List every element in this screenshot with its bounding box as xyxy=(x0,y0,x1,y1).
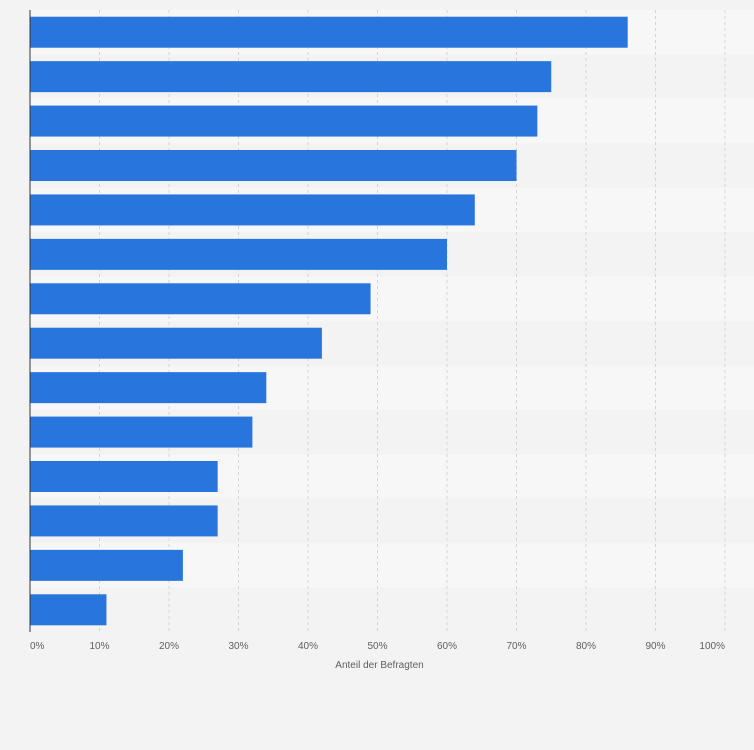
x-tick-label: 90% xyxy=(645,641,665,652)
x-tick-label: 60% xyxy=(437,641,457,652)
bar[interactable] xyxy=(30,416,253,448)
row-bands xyxy=(30,10,754,632)
x-tick-label: 10% xyxy=(89,641,109,652)
bars xyxy=(30,16,628,626)
bar[interactable] xyxy=(30,549,183,581)
x-tick-label: 40% xyxy=(298,641,318,652)
x-axis-title: Anteil der Befragten xyxy=(335,660,423,671)
bar[interactable] xyxy=(30,283,371,315)
x-tick-label: 0% xyxy=(30,641,45,652)
bar[interactable] xyxy=(30,594,107,626)
bar[interactable] xyxy=(30,461,218,492)
x-tick-label: 80% xyxy=(576,641,596,652)
bar[interactable] xyxy=(30,16,628,48)
bar[interactable] xyxy=(30,505,218,537)
x-tick-label: 30% xyxy=(228,641,248,652)
x-tick-label: 70% xyxy=(506,641,526,652)
bar[interactable] xyxy=(30,327,322,359)
bar[interactable] xyxy=(30,105,538,137)
x-tick-label: 20% xyxy=(159,641,179,652)
bar[interactable] xyxy=(30,194,475,226)
x-tick-labels: 0% 10% 20% 30% 40% 50% 60% 70% 80% 90% 100% xyxy=(30,641,725,652)
x-tick-label: 100% xyxy=(699,641,725,652)
bar[interactable] xyxy=(30,61,552,93)
bar[interactable] xyxy=(30,238,447,270)
row-band xyxy=(30,587,754,632)
x-tick-label: 50% xyxy=(367,641,387,652)
bar[interactable] xyxy=(30,372,267,404)
bar[interactable] xyxy=(30,150,517,181)
